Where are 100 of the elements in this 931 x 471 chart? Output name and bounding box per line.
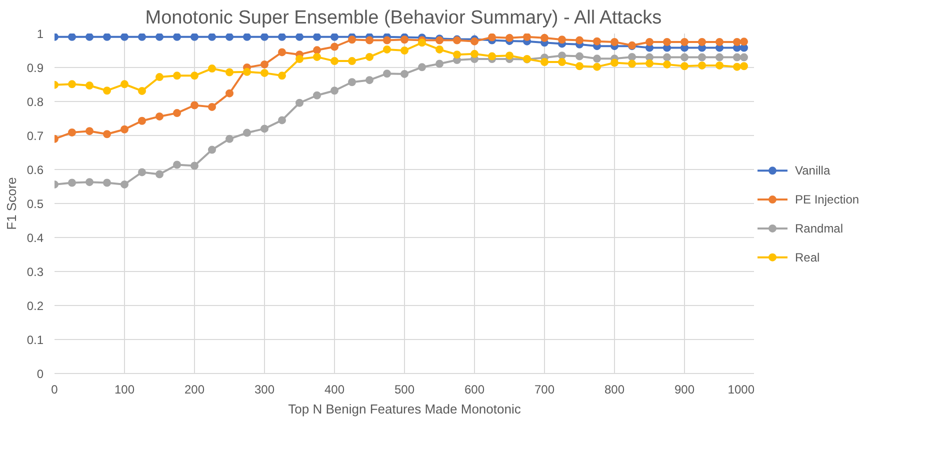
point <box>260 124 268 133</box>
point <box>716 38 724 46</box>
point <box>610 58 618 67</box>
x-tick-label: 0 <box>51 382 58 396</box>
point <box>243 128 251 137</box>
point <box>68 34 76 41</box>
point <box>366 36 374 44</box>
legend-label: Real <box>795 250 820 264</box>
point <box>576 36 584 44</box>
point <box>68 178 76 187</box>
point <box>120 180 128 188</box>
point <box>296 98 304 107</box>
point <box>593 54 601 63</box>
point <box>120 125 128 134</box>
point <box>558 52 566 60</box>
point <box>733 62 741 71</box>
point <box>138 168 146 176</box>
point <box>383 36 391 44</box>
point <box>680 38 688 46</box>
point <box>138 116 146 125</box>
y-axis-title: F1 Score <box>4 177 19 230</box>
y-tick-label: 0.6 <box>26 163 44 177</box>
point <box>733 53 741 62</box>
point <box>260 60 268 68</box>
x-tick-label: 300 <box>254 382 275 396</box>
y-tick-label: 0.3 <box>26 265 44 279</box>
point <box>68 128 76 136</box>
point <box>418 38 426 47</box>
point <box>226 89 234 98</box>
point <box>470 50 478 58</box>
point <box>740 62 748 70</box>
y-tick-label: 0 <box>36 367 44 381</box>
y-tick-label: 0.5 <box>26 197 44 211</box>
point <box>296 55 304 63</box>
point <box>278 48 286 56</box>
point <box>663 38 671 46</box>
point <box>296 34 304 41</box>
point <box>86 127 94 136</box>
point <box>576 62 584 70</box>
point <box>313 34 321 41</box>
point <box>740 38 748 46</box>
point <box>418 63 426 72</box>
point <box>348 78 356 86</box>
point <box>156 73 164 82</box>
point <box>488 52 496 60</box>
point <box>330 86 338 95</box>
legend-label: PE Injection <box>795 192 860 207</box>
point <box>453 50 461 59</box>
point <box>86 82 94 90</box>
point <box>400 70 408 78</box>
legend-label: Randmal <box>795 221 844 236</box>
point <box>226 34 234 41</box>
point <box>680 62 688 70</box>
point <box>313 52 321 61</box>
point <box>156 112 164 120</box>
point <box>436 45 444 54</box>
point <box>120 80 128 88</box>
point <box>208 34 216 41</box>
point <box>610 38 618 46</box>
point <box>103 86 111 95</box>
x-tick-label: 400 <box>324 382 345 396</box>
y-tick-label: 0.4 <box>26 231 44 245</box>
point <box>190 34 198 41</box>
point <box>138 34 146 41</box>
y-tick-label: 1 <box>36 27 44 41</box>
point <box>243 34 251 41</box>
point <box>680 53 688 62</box>
point <box>226 68 234 76</box>
point <box>488 34 496 42</box>
point <box>190 101 198 110</box>
point <box>243 68 251 76</box>
point <box>628 52 636 61</box>
point <box>173 72 181 80</box>
point <box>558 58 566 66</box>
point <box>646 59 654 68</box>
point <box>156 34 164 41</box>
point <box>68 80 76 88</box>
point <box>383 70 391 78</box>
point <box>190 72 198 80</box>
chart-title: Monotonic Super Ensemble (Behavior Summary) - All Attacks <box>145 8 662 28</box>
point <box>366 76 374 84</box>
point <box>173 109 181 118</box>
point <box>506 34 514 42</box>
point <box>173 34 181 41</box>
point <box>103 130 111 138</box>
point <box>646 38 654 46</box>
point <box>156 170 164 178</box>
point <box>436 60 444 68</box>
x-tick-label: 100 <box>114 382 135 396</box>
point <box>740 53 748 62</box>
x-tick-label: 500 <box>394 382 415 396</box>
y-tick-label: 0.1 <box>26 333 44 347</box>
point <box>208 64 216 73</box>
point <box>576 52 584 60</box>
x-tick-label: 600 <box>464 382 485 396</box>
x-tick-label: 200 <box>184 382 205 396</box>
point <box>506 52 514 60</box>
point <box>120 34 128 41</box>
point <box>190 162 198 170</box>
x-tick-label: 700 <box>534 382 555 396</box>
